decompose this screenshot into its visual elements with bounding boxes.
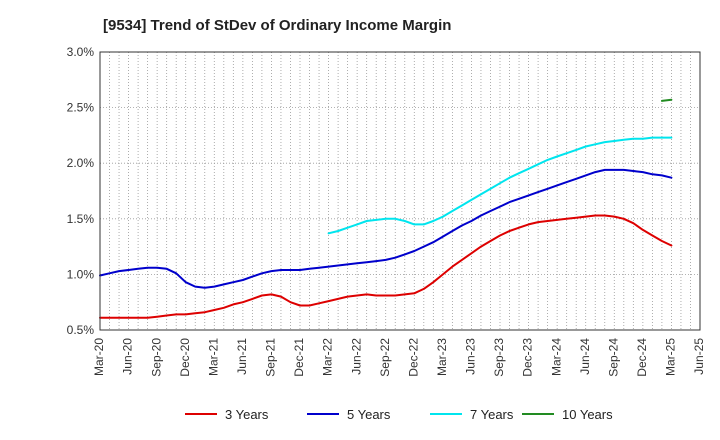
y-tick-label: 2.5% — [67, 101, 95, 115]
legend: 3 Years 5 Years 7 Years 10 Years — [185, 407, 613, 422]
series-line-7-years — [327, 136, 673, 235]
x-tick-label: Dec-20 — [178, 338, 192, 377]
y-tick-label: 1.5% — [67, 212, 95, 226]
y-tick-label: 0.5% — [67, 323, 95, 337]
series-lines — [99, 98, 673, 319]
x-tick-label: Mar-20 — [92, 338, 106, 376]
x-tick-label: Jun-20 — [121, 338, 135, 375]
legend-label: 3 Years — [225, 407, 269, 422]
x-tick-label: Sep-23 — [492, 338, 506, 377]
x-tick-label: Jun-24 — [578, 338, 592, 375]
x-tick-label: Sep-22 — [378, 338, 392, 377]
x-tick-label: Jun-21 — [235, 338, 249, 375]
x-tick-label: Sep-24 — [606, 338, 620, 377]
x-tick-label: Dec-23 — [521, 338, 535, 377]
grid — [100, 52, 700, 330]
x-tick-label: Sep-21 — [264, 338, 278, 377]
plot-frame — [99, 51, 701, 331]
x-tick-label: Mar-24 — [549, 338, 563, 376]
x-tick-label: Jun-22 — [349, 338, 363, 375]
y-axis-ticks: 0.5% 1.0% 1.5% 2.0% 2.5% 3.0% — [67, 45, 95, 337]
x-tick-label: Dec-21 — [292, 338, 306, 377]
x-tick-label: Jun-25 — [692, 338, 706, 375]
chart-title: [9534] Trend of StDev of Ordinary Income… — [103, 17, 451, 34]
x-axis-ticks: Mar-20 Jun-20 Sep-20 Dec-20 Mar-21 Jun-21 Sep-… — [92, 338, 706, 377]
x-tick-label: Mar-25 — [664, 338, 678, 376]
x-tick-label: Mar-23 — [435, 338, 449, 376]
x-tick-label: Jun-23 — [464, 338, 478, 375]
series-line-3-years — [99, 214, 673, 319]
series-line-10-years — [660, 98, 673, 102]
legend-label: 10 Years — [562, 407, 613, 422]
x-tick-label: Sep-20 — [149, 338, 163, 377]
legend-label: 5 Years — [347, 407, 391, 422]
legend-label: 7 Years — [470, 407, 514, 422]
x-tick-label: Dec-24 — [635, 338, 649, 377]
y-tick-label: 2.0% — [67, 156, 95, 170]
y-tick-label: 1.0% — [67, 267, 95, 281]
x-tick-label: Mar-21 — [206, 338, 220, 376]
series-line-5-years — [99, 168, 673, 289]
x-tick-label: Mar-22 — [321, 338, 335, 376]
x-tick-label: Dec-22 — [406, 338, 420, 377]
y-tick-label: 3.0% — [67, 45, 95, 59]
